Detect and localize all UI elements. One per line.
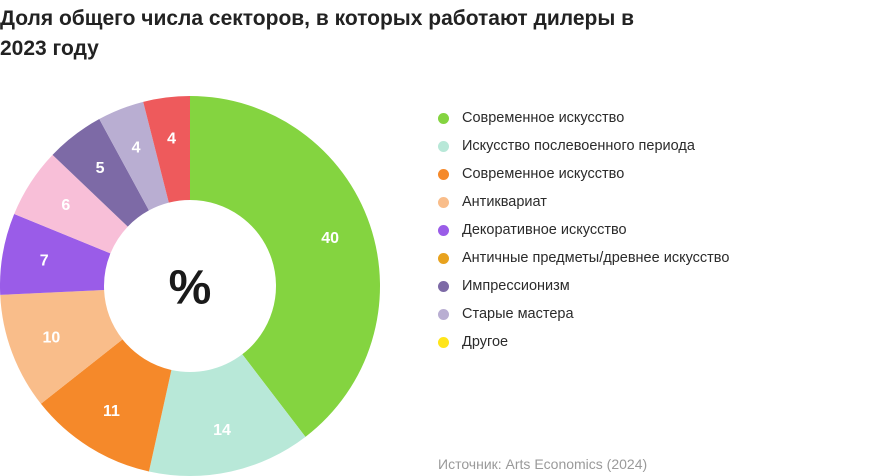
- slice-value-label: 5: [96, 160, 105, 177]
- legend-swatch: [438, 140, 449, 152]
- donut-slice: [99, 101, 169, 211]
- legend-label: Искусство послевоенного периода: [462, 138, 695, 154]
- legend-item: Современное искусство: [438, 104, 729, 132]
- slice-value-label: 4: [132, 140, 141, 157]
- chart-title: Доля общего числа секторов, в которых ра…: [0, 7, 635, 60]
- slice-value-label: 11: [103, 403, 120, 420]
- legend-label: Антиквариат: [462, 194, 547, 210]
- legend-item: Импрессионизм: [438, 272, 729, 300]
- center-label: %: [169, 262, 212, 315]
- legend-item: Искусство послевоенного периода: [438, 132, 729, 160]
- donut-slice: [14, 154, 128, 254]
- legend-swatch: [438, 336, 449, 348]
- legend-item: Старые мастера: [438, 300, 729, 328]
- slice-value-label: 14: [213, 422, 231, 439]
- donut-slice: [0, 213, 111, 295]
- slice-value-label: 6: [61, 197, 70, 214]
- legend-label: Современное искусство: [462, 166, 625, 182]
- donut-slice: [40, 339, 172, 472]
- slice-value-label: 4: [167, 131, 176, 148]
- legend-label: Другое: [462, 334, 509, 350]
- legend-swatch: [438, 112, 449, 124]
- legend-label: Декоративное искусство: [462, 222, 627, 238]
- legend-swatch: [438, 168, 449, 180]
- donut-slice: [190, 96, 381, 437]
- legend-label: Импрессионизм: [462, 278, 570, 294]
- legend-item: Другое: [438, 328, 729, 356]
- legend-swatch: [438, 308, 449, 320]
- legend-label: Современное искусство: [462, 110, 625, 126]
- slice-value-label: 10: [42, 329, 60, 346]
- legend-item: Античные предметы/древнее искусство: [438, 244, 729, 272]
- donut-slice: [0, 290, 123, 404]
- slice-value-label: 40: [321, 230, 339, 247]
- legend-swatch: [438, 280, 449, 292]
- legend-item: Декоративное искусство: [438, 216, 729, 244]
- donut-slice: [52, 119, 149, 227]
- chart-source: Источник: Arts Economics (2024): [438, 456, 648, 472]
- legend-swatch: [438, 196, 449, 208]
- donut-chart: 40 14 11 10 7 6 5 4 4%: [0, 96, 381, 476]
- legend-item: Антиквариат: [438, 188, 729, 216]
- legend-swatch: [438, 224, 449, 236]
- legend-label: Античные предметы/древнее искусство: [462, 250, 730, 266]
- slice-value-label: 7: [40, 252, 49, 269]
- donut-slice: [143, 96, 190, 203]
- legend-swatch: [438, 252, 449, 264]
- legend-label: Старые мастера: [462, 306, 574, 322]
- donut-slice: [148, 354, 306, 476]
- chart-legend: Современное искусство Искусство послевоен…: [438, 104, 729, 356]
- legend-item: Современное искусство: [438, 160, 729, 188]
